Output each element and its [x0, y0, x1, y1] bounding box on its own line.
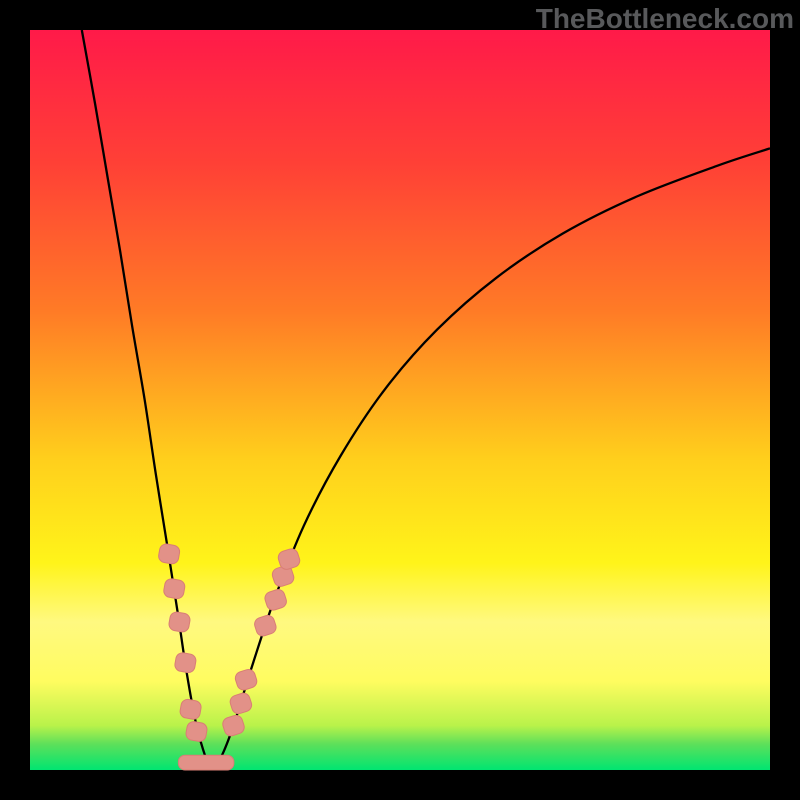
marker-pill	[178, 755, 234, 770]
plot-background	[30, 30, 770, 770]
marker-pill	[185, 721, 208, 743]
marker-pill	[163, 578, 186, 600]
marker-pill	[158, 543, 181, 565]
chart-container: TheBottleneck.com	[0, 0, 800, 800]
watermark-label: TheBottleneck.com	[536, 3, 794, 35]
bottleneck-chart	[0, 0, 800, 800]
marker-pill	[179, 698, 202, 720]
marker-pill	[168, 611, 191, 633]
marker-pill	[174, 652, 197, 674]
